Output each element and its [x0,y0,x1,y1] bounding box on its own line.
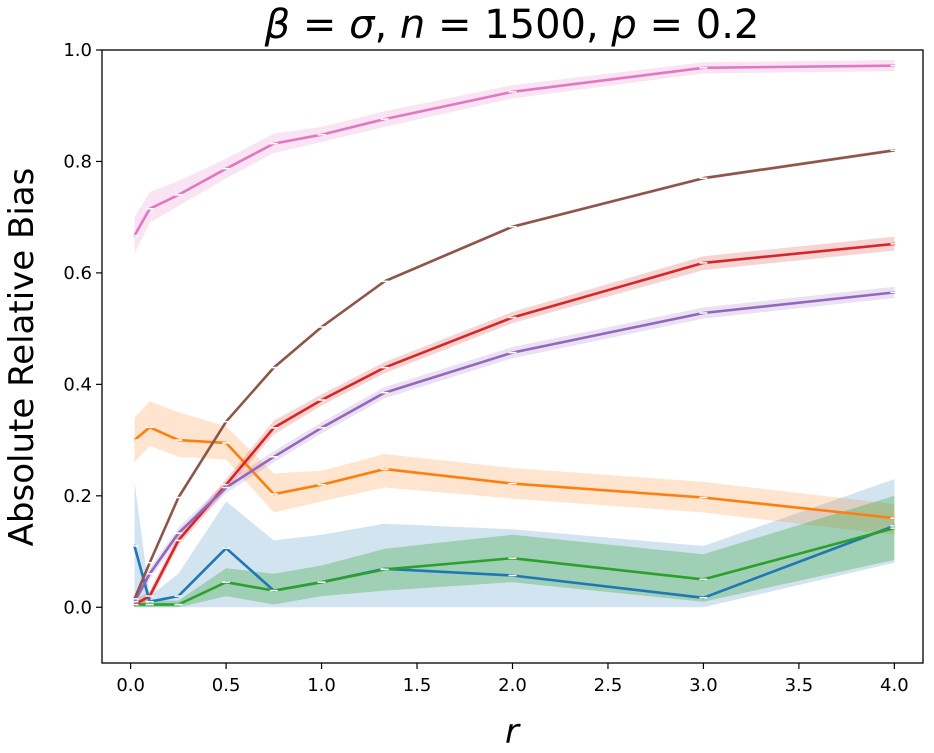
line-orange [133,425,896,520]
y-tick-label: 0.2 [63,486,92,507]
x-tick-label: 0.0 [116,675,145,696]
band-orange [134,401,895,535]
y-tick-label: 1.0 [63,40,92,61]
band-red [134,236,895,608]
title-p-value: 0.2 [696,2,760,48]
y-axis-ticks: 0.0 0.2 0.4 0.6 0.8 1.0 [63,40,102,618]
series-lines [130,64,899,606]
line-red [133,242,896,606]
x-tick-label: 2.5 [594,675,623,696]
title-p-symbol: p [610,2,636,48]
line-purple [133,291,896,604]
band-purple [134,286,895,605]
line-brown [133,149,896,601]
confidence-bands [134,60,895,608]
line-green [133,526,896,606]
y-tick-label: 0.0 [63,597,92,618]
x-tick-label: 0.5 [212,675,241,696]
title-beta: β [264,2,291,48]
band-blue [134,479,895,608]
x-tick-label: 1.0 [307,675,336,696]
x-axis-ticks: 0.0 0.5 1.0 1.5 2.0 2.5 3.0 3.5 4.0 [116,663,909,696]
x-tick-label: 4.0 [880,675,909,696]
chart-title: β = σ, n = 1500, p = 0.2 [264,2,760,48]
title-n-value: 1500 [484,2,586,48]
x-tick-label: 1.5 [403,675,432,696]
x-tick-label: 3.5 [785,675,814,696]
y-tick-label: 0.4 [63,374,92,395]
x-tick-label: 3.0 [689,675,718,696]
x-axis-label: r [505,712,521,752]
y-tick-label: 0.6 [63,263,92,284]
title-n-symbol: n [400,2,425,48]
y-tick-label: 0.8 [63,151,92,172]
y-axis-label: Absolute Relative Bias [2,168,42,547]
title-sigma: σ [349,2,376,48]
line-pink [133,64,896,237]
x-tick-label: 2.0 [498,675,527,696]
